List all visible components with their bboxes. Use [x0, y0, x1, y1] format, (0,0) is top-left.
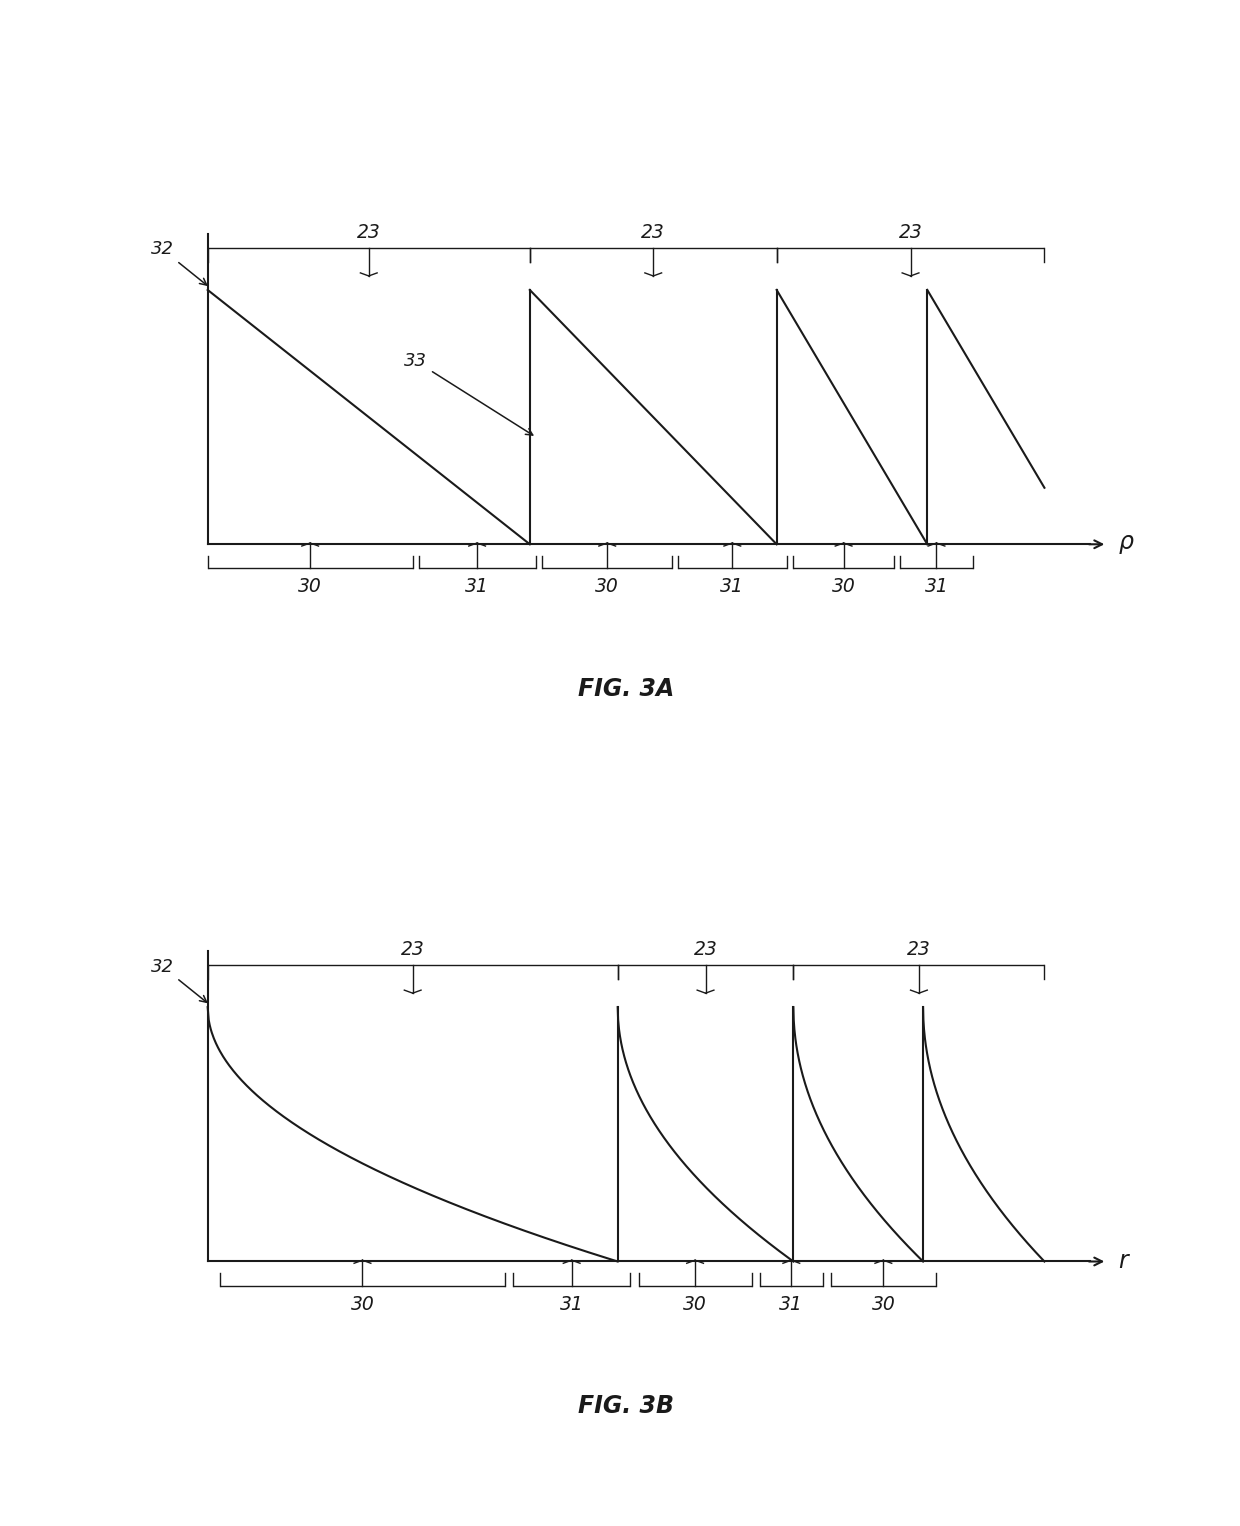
Text: $\rho$: $\rho$	[1118, 533, 1135, 557]
Text: 23: 23	[693, 940, 718, 958]
Text: FIG. 3A: FIG. 3A	[578, 676, 675, 700]
Text: 23: 23	[641, 223, 665, 241]
Text: 33: 33	[404, 353, 533, 435]
Text: 23: 23	[357, 223, 381, 241]
Text: 31: 31	[780, 1294, 804, 1314]
Text: 30: 30	[299, 577, 322, 597]
Text: FIG. 3B: FIG. 3B	[578, 1393, 675, 1418]
Text: 23: 23	[401, 940, 424, 958]
Text: 30: 30	[832, 577, 856, 597]
Text: 31: 31	[925, 577, 949, 597]
Text: 30: 30	[351, 1294, 374, 1314]
Text: 31: 31	[559, 1294, 584, 1314]
Text: 23: 23	[899, 223, 923, 241]
Text: 30: 30	[872, 1294, 895, 1314]
Text: 31: 31	[465, 577, 489, 597]
Text: 32: 32	[151, 957, 207, 1003]
Text: 23: 23	[906, 940, 931, 958]
Text: $r$: $r$	[1118, 1250, 1131, 1274]
Text: 31: 31	[720, 577, 744, 597]
Text: 30: 30	[595, 577, 619, 597]
Text: 32: 32	[151, 240, 207, 285]
Text: 30: 30	[683, 1294, 707, 1314]
